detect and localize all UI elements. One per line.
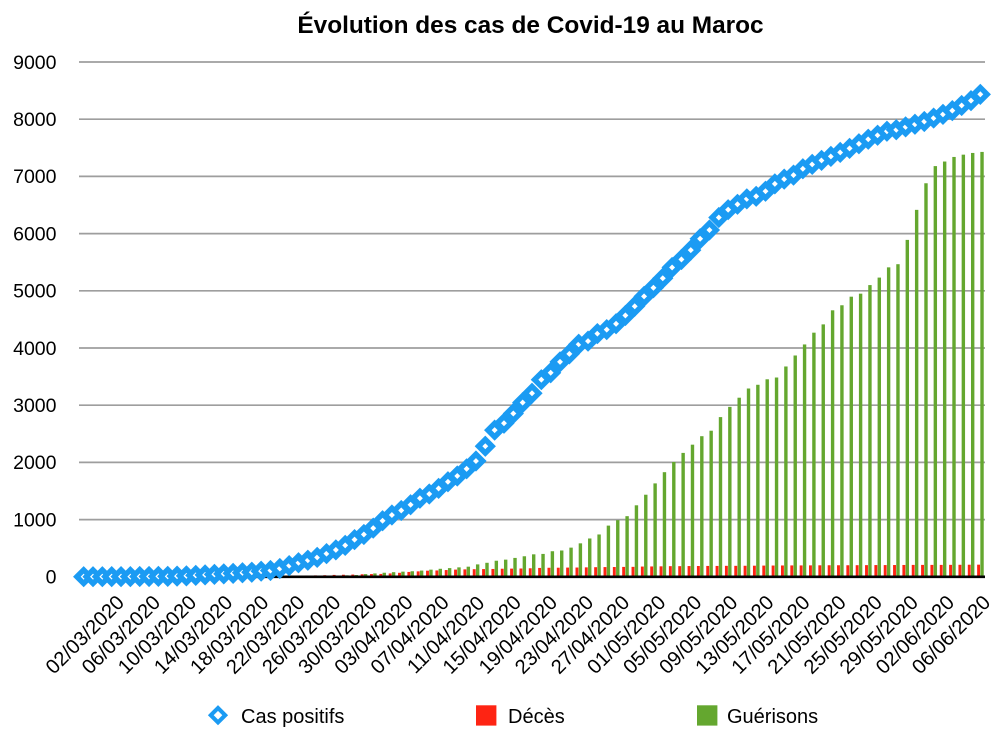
svg-text:5000: 5000	[13, 281, 57, 303]
svg-text:0: 0	[46, 567, 57, 589]
svg-text:9000: 9000	[13, 52, 57, 74]
svg-text:4000: 4000	[13, 338, 57, 360]
svg-text:Guérisons: Guérisons	[727, 706, 818, 728]
svg-text:8000: 8000	[13, 109, 57, 131]
svg-text:Décès: Décès	[508, 706, 565, 728]
svg-text:7000: 7000	[13, 166, 57, 188]
svg-text:1000: 1000	[13, 509, 57, 531]
svg-text:3000: 3000	[13, 395, 57, 417]
svg-text:Évolution des cas de Covid-19: Évolution des cas de Covid-19 au Maroc	[297, 11, 763, 39]
svg-text:Cas positifs: Cas positifs	[241, 706, 344, 728]
svg-text:6000: 6000	[13, 223, 57, 245]
svg-text:2000: 2000	[13, 452, 57, 474]
